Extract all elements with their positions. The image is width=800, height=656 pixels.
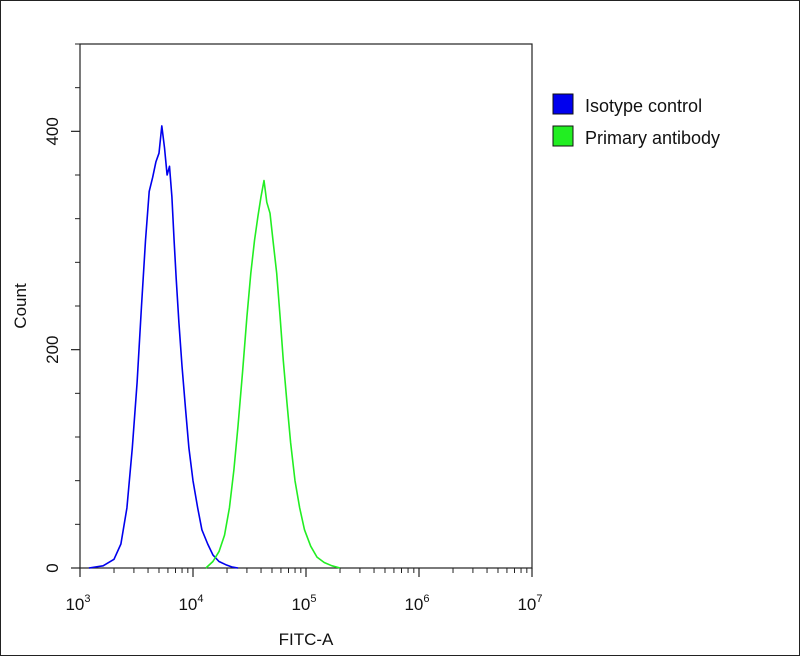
legend-label-primary-antibody: Primary antibody (585, 128, 720, 148)
legend-swatch-primary-antibody (552, 125, 574, 147)
x-tick-exponent: 4 (197, 593, 203, 605)
y-tick-label: 200 (43, 335, 62, 363)
x-tick-label: 104 (178, 593, 203, 614)
x-tick-exponent: 6 (423, 593, 429, 605)
axis-ticks (71, 43, 533, 577)
series-layer (88, 125, 341, 569)
x-tick-label: 103 (65, 593, 90, 614)
y-tick-label: 400 (43, 117, 62, 145)
legend-label-isotype-control: Isotype control (585, 96, 702, 116)
x-tick-exponent: 7 (536, 593, 542, 605)
tick-labels: 103 104 105 106 107 0 200 400 (43, 117, 543, 614)
x-tick-label: 106 (404, 593, 429, 614)
x-tick-exponent: 3 (84, 593, 90, 605)
x-tick-exponent: 5 (310, 593, 316, 605)
series-line-isotype-control (88, 125, 239, 569)
series-line-primary-antibody (205, 179, 341, 569)
legend: Isotype control Primary antibody (552, 93, 720, 148)
y-tick-label: 0 (43, 563, 62, 572)
y-axis-label: Count (11, 283, 30, 329)
legend-swatch-isotype-control (552, 93, 574, 115)
x-axis-label: FITC-A (279, 630, 334, 649)
x-tick-label: 107 (517, 593, 542, 614)
x-tick-label: 105 (291, 593, 316, 614)
plot-area (79, 43, 533, 569)
